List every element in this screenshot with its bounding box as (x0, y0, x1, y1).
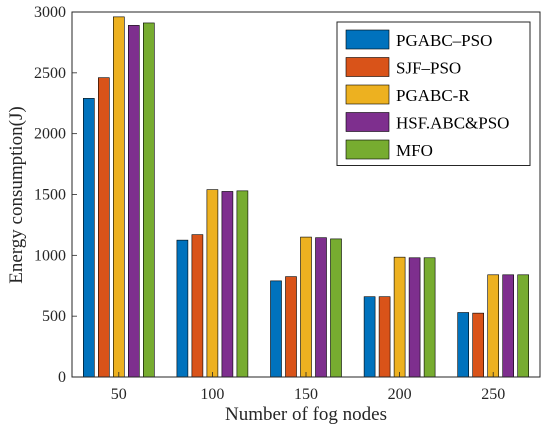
bar-hsf-abc-pso-100 (221, 191, 234, 378)
bar-pgabc-pso-50 (83, 98, 95, 378)
legend-swatch (345, 139, 390, 160)
y-axis-label: Energy consumption(J) (6, 106, 27, 284)
legend-entry-label: PGABC-R (396, 86, 470, 105)
bar-sjf-pso-150 (285, 276, 297, 378)
y-tick-label: 0 (58, 369, 66, 386)
x-tick-label: 100 (200, 386, 224, 403)
x-tick-label: 200 (388, 386, 412, 403)
legend-entry-label: MFO (396, 141, 433, 160)
legend-entry-label: HSF.ABC&PSO (396, 114, 509, 133)
x-tick-label: 150 (294, 386, 318, 403)
y-tick-label: 3000 (34, 4, 66, 21)
bar-pgabc-pso-200 (363, 296, 376, 378)
y-tick-label: 1000 (34, 247, 66, 264)
y-tick-label: 1500 (34, 187, 66, 204)
bar-hsf-abc-pso-200 (408, 257, 421, 378)
bar-mfo-200 (423, 257, 436, 378)
bar-pgabc-r-250 (487, 274, 500, 378)
x-tick-label: 250 (481, 386, 505, 403)
bar-mfo-100 (236, 190, 249, 378)
y-tick-label: 500 (42, 308, 66, 325)
bar-hsf-abc-pso-250 (502, 274, 515, 378)
legend-entry-label: SJF–PSO (396, 59, 461, 78)
bar-pgabc-pso-100 (176, 239, 189, 378)
bar-pgabc-r-150 (300, 236, 312, 378)
bar-sjf-pso-250 (472, 312, 485, 378)
y-tick-label: 2000 (34, 126, 66, 143)
bar-hsf-abc-pso-50 (128, 25, 140, 378)
legend-entry-label: PGABC–PSO (396, 31, 492, 50)
bar-mfo-50 (143, 22, 155, 378)
x-axis-label: Number of fog nodes (225, 404, 387, 425)
legend: PGABC–PSO SJF–PSO PGABC-R HSF.ABC&PSO MFO (336, 21, 531, 166)
legend-swatch (345, 112, 390, 132)
bar-sjf-pso-100 (191, 234, 204, 378)
bar-pgabc-pso-250 (457, 312, 470, 378)
legend-swatch (345, 84, 390, 105)
y-tick-label: 2500 (34, 65, 66, 82)
bar-sjf-pso-50 (98, 77, 110, 378)
x-tick-label: 50 (111, 386, 127, 403)
bar-pgabc-pso-150 (270, 280, 282, 378)
bar-mfo-250 (517, 274, 530, 378)
bar-sjf-pso-200 (378, 296, 391, 378)
legend-swatch (345, 29, 390, 50)
bar-hsf-abc-pso-150 (315, 237, 327, 378)
bar-pgabc-r-200 (393, 256, 406, 378)
bar-pgabc-r-50 (113, 16, 125, 378)
bar-pgabc-r-100 (206, 189, 219, 378)
bar-mfo-150 (330, 238, 342, 378)
legend-swatch (345, 57, 390, 77)
